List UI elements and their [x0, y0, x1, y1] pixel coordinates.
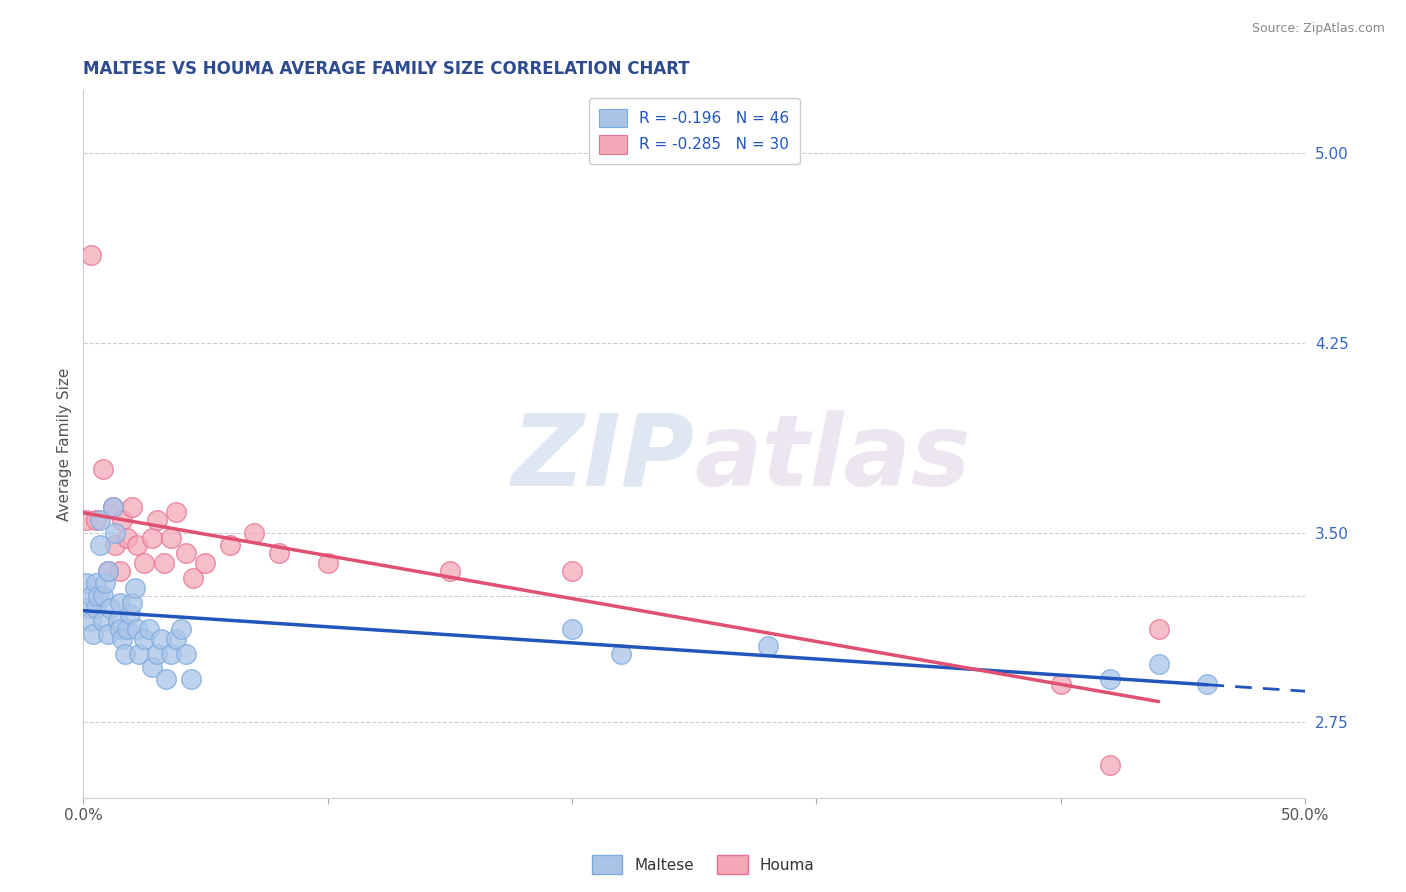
Point — [125, 538, 148, 552]
Point — [243, 525, 266, 540]
Point — [756, 640, 779, 654]
Point — [316, 556, 339, 570]
Point — [75, 513, 97, 527]
Point — [91, 614, 114, 628]
Point — [107, 614, 129, 628]
Point — [145, 647, 167, 661]
Point — [174, 546, 197, 560]
Point — [439, 564, 461, 578]
Point — [89, 513, 111, 527]
Point — [219, 538, 242, 552]
Point — [134, 632, 156, 646]
Point — [117, 531, 139, 545]
Point — [174, 647, 197, 661]
Point — [101, 500, 124, 515]
Point — [181, 571, 204, 585]
Point — [101, 500, 124, 515]
Point — [104, 525, 127, 540]
Text: MALTESE VS HOUMA AVERAGE FAMILY SIZE CORRELATION CHART: MALTESE VS HOUMA AVERAGE FAMILY SIZE COR… — [83, 60, 690, 78]
Point — [108, 564, 131, 578]
Point — [145, 513, 167, 527]
Point — [1050, 677, 1073, 691]
Point — [97, 564, 120, 578]
Point — [79, 614, 101, 628]
Point — [1098, 758, 1121, 772]
Point — [89, 538, 111, 552]
Point — [1197, 677, 1219, 691]
Point — [79, 589, 101, 603]
Point — [75, 576, 97, 591]
Point — [125, 622, 148, 636]
Point — [91, 589, 114, 603]
Y-axis label: Average Family Size: Average Family Size — [58, 368, 72, 521]
Point — [165, 505, 187, 519]
Point — [160, 647, 183, 661]
Point — [97, 626, 120, 640]
Point — [104, 538, 127, 552]
Text: atlas: atlas — [695, 409, 970, 507]
Point — [94, 576, 117, 591]
Point — [114, 647, 136, 661]
Point — [170, 622, 193, 636]
Point — [160, 531, 183, 545]
Point — [121, 596, 143, 610]
Point — [82, 626, 104, 640]
Point — [194, 556, 217, 570]
Point — [111, 513, 134, 527]
Text: ZIP: ZIP — [512, 409, 695, 507]
Point — [121, 500, 143, 515]
Point — [141, 659, 163, 673]
Point — [108, 622, 131, 636]
Point — [111, 632, 134, 646]
Point — [561, 564, 583, 578]
Point — [138, 622, 160, 636]
Point — [77, 601, 100, 615]
Point — [98, 601, 121, 615]
Point — [610, 647, 633, 661]
Point — [561, 622, 583, 636]
Point — [108, 596, 131, 610]
Point — [180, 672, 202, 686]
Point — [134, 556, 156, 570]
Point — [155, 672, 177, 686]
Point — [128, 647, 150, 661]
Point — [117, 622, 139, 636]
Point — [150, 632, 173, 646]
Point — [97, 564, 120, 578]
Point — [1098, 672, 1121, 686]
Point — [91, 462, 114, 476]
Point — [84, 601, 107, 615]
Point — [165, 632, 187, 646]
Point — [118, 607, 141, 621]
Point — [84, 576, 107, 591]
Point — [1147, 657, 1170, 671]
Point — [124, 581, 146, 595]
Text: Source: ZipAtlas.com: Source: ZipAtlas.com — [1251, 22, 1385, 36]
Point — [79, 247, 101, 261]
Point — [1147, 622, 1170, 636]
Point — [84, 513, 107, 527]
Point — [267, 546, 290, 560]
Legend: R = -0.196   N = 46, R = -0.285   N = 30: R = -0.196 N = 46, R = -0.285 N = 30 — [589, 98, 800, 164]
Point — [153, 556, 176, 570]
Point — [87, 589, 110, 603]
Point — [141, 531, 163, 545]
Legend: Maltese, Houma: Maltese, Houma — [585, 849, 821, 880]
